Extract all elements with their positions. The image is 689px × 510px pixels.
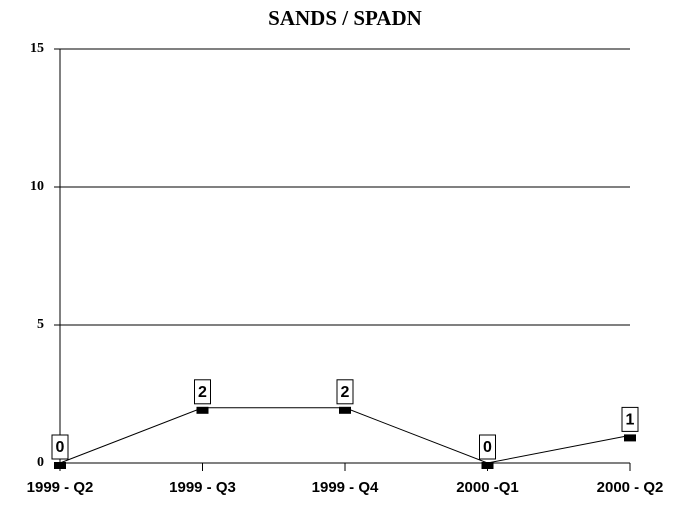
x-tick-label: 2000 -Q1 [456, 479, 519, 496]
marker [624, 434, 636, 442]
data-label: 2 [341, 384, 350, 401]
data-label: 0 [483, 439, 492, 456]
marker [481, 462, 494, 469]
marker [196, 406, 209, 414]
marker [339, 406, 351, 414]
data-line [59, 407, 631, 464]
data-label: 1 [626, 412, 635, 429]
x-tick-label: 1999 - Q2 [27, 479, 94, 496]
data-label-box [336, 379, 354, 405]
data-label-box [479, 434, 496, 460]
data-label-box [621, 406, 639, 432]
data-label: 0 [56, 439, 65, 456]
x-tick-label: 2000 - Q2 [597, 479, 664, 496]
x-tick-label: 1999 - Q4 [312, 479, 379, 496]
data-label-box [194, 379, 211, 405]
marker [54, 462, 66, 469]
y-tick-label: 5 [37, 317, 44, 332]
y-tick-label: 15 [30, 41, 44, 56]
y-tick-label: 0 [37, 455, 44, 470]
chart-title: SANDS / SPADN [268, 6, 422, 30]
data-label: 2 [198, 384, 207, 401]
data-label-box [51, 434, 69, 460]
x-tick-label: 1999 - Q3 [169, 479, 236, 496]
y-tick-label: 10 [30, 179, 44, 194]
